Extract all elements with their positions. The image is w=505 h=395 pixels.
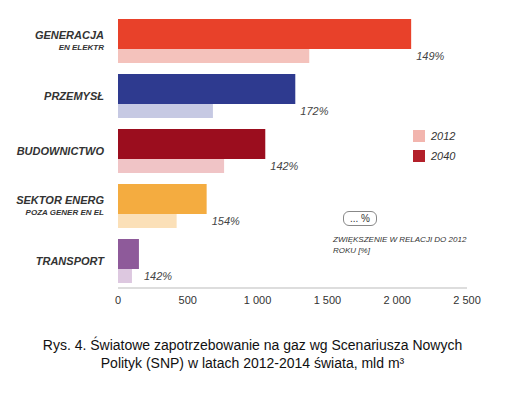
svg-text:0: 0 [115,294,121,306]
svg-text:2 500: 2 500 [453,294,481,306]
svg-text:172%: 172% [300,105,328,117]
html-text:2040: 2040 [431,150,456,162]
svg-text:POZA GENER EN EL: POZA GENER EN EL [26,208,104,217]
svg-text:142%: 142% [270,160,298,172]
html-text:2012: 2012 [431,130,456,142]
svg-text:149%: 149% [416,50,444,62]
svg-text:2 000: 2 000 [383,294,411,306]
svg-text:154%: 154% [212,215,240,227]
svg-text:1 500: 1 500 [314,294,342,306]
svg-text:500: 500 [179,294,197,306]
html-text:Rys. 4. Światowe zapotrzebowan: Rys. 4. Światowe zapotrzebowanie na gaz … [42,337,463,371]
svg-text:TRANSPORT: TRANSPORT [36,255,106,267]
html-text:ZWIĘKSZENIE W RELACJI DO 2012: ZWIĘKSZENIE W RELACJI DO 2012 ROKU [%] [333,235,467,255]
svg-text:1 000: 1 000 [244,294,272,306]
svg-text:EN ELEKTR: EN ELEKTR [59,43,105,52]
svg-text:SEKTOR ENERG: SEKTOR ENERG [16,194,104,206]
svg-text:PRZEMYSŁ: PRZEMYSŁ [44,90,104,102]
svg-text:GENERACJA: GENERACJA [35,29,104,41]
svg-text:142%: 142% [144,270,172,282]
svg-text:BUDOWNICTWO: BUDOWNICTWO [17,145,105,157]
